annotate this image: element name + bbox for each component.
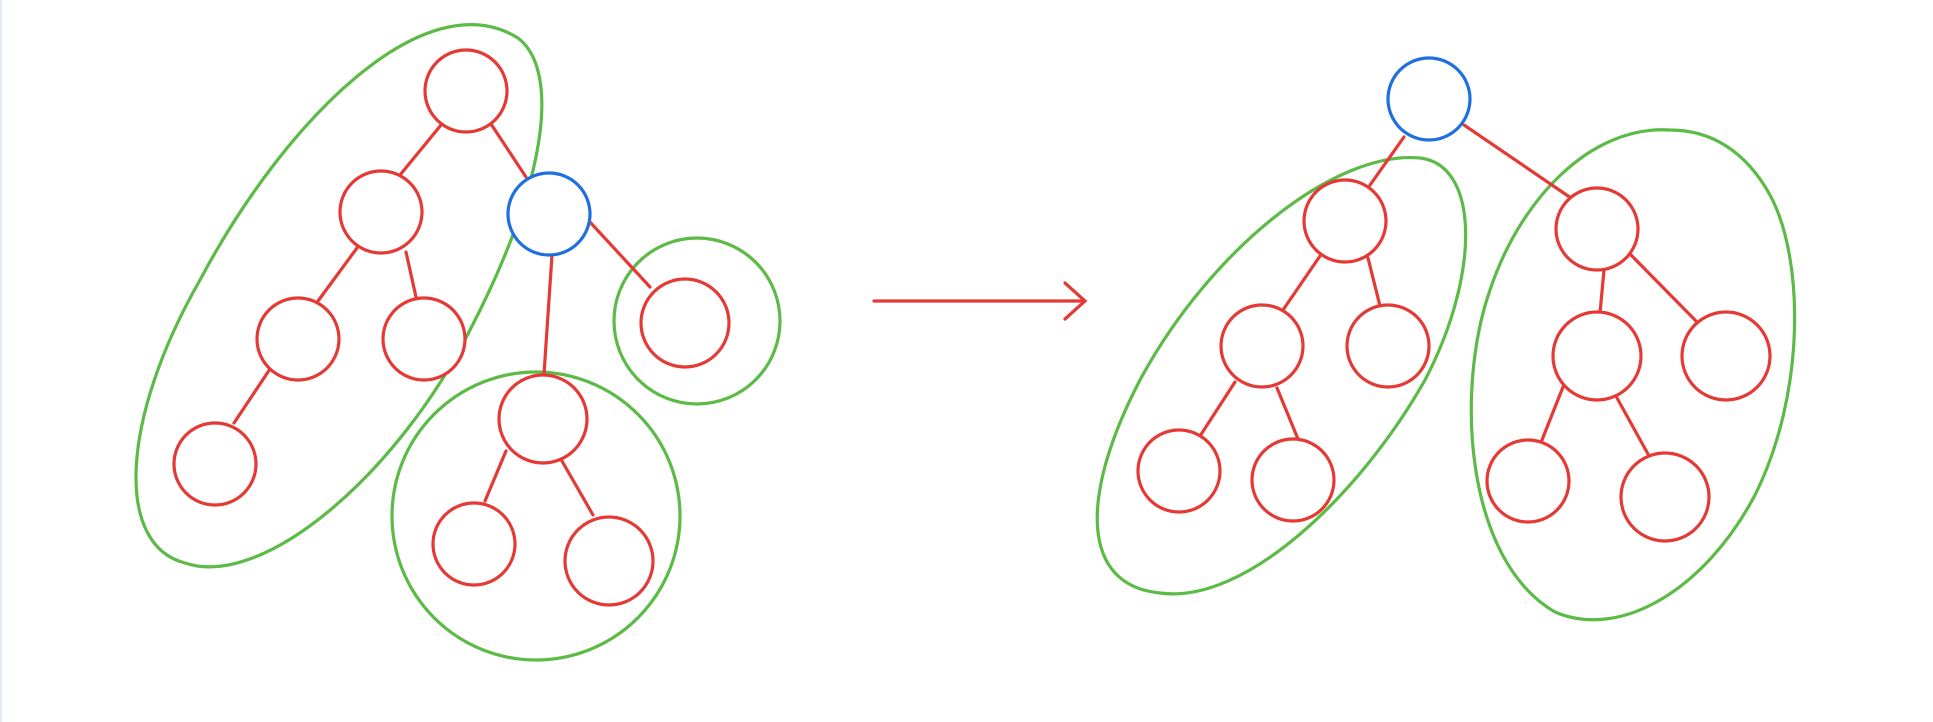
tree-node-e [172, 421, 258, 507]
tree-node-k-after [1619, 451, 1711, 543]
edge-a-c-after [1366, 256, 1382, 308]
tree-node-c [255, 296, 341, 382]
tree-node-j [563, 515, 655, 607]
tree-node-i [431, 501, 517, 587]
group-outline-bottom-subtree [390, 370, 682, 662]
edge-a-b-after [1281, 254, 1322, 312]
left-frame-border [0, 0, 2, 722]
tree-node-a-after [1302, 178, 1388, 264]
group-outline-single-leaf [612, 236, 782, 406]
tree-node-d-after [1136, 428, 1222, 514]
root-node-f [506, 171, 592, 257]
edge-b-c [316, 246, 359, 303]
edge-b-d [404, 250, 418, 299]
before-diagram [134, 23, 782, 662]
tree-node-a [423, 48, 509, 134]
tree-node-b [338, 169, 424, 255]
root-node-r [1386, 56, 1472, 142]
transformation-arrow [872, 281, 1088, 321]
tree-node-g-after [1680, 310, 1772, 402]
edge-a-b [398, 123, 443, 177]
edge-h-g-after [1629, 253, 1699, 324]
edge-h-i-after [1598, 268, 1606, 315]
tree-node-i-after [1551, 310, 1643, 402]
tree-node-h [497, 373, 589, 465]
arrow-head [1063, 281, 1088, 321]
edge-b-e-after [1275, 386, 1300, 441]
after-diagram [1095, 56, 1797, 622]
edge-a-f [489, 122, 528, 179]
group-outline-right-subtree-after [1469, 128, 1797, 622]
tree-node-j-after [1485, 438, 1571, 524]
edge-r-a [1368, 135, 1406, 187]
tree-node-g [639, 277, 731, 369]
edge-f-h [542, 253, 554, 376]
tree-node-d [381, 296, 467, 382]
tree-node-c-after [1345, 303, 1431, 389]
edge-b-d-after [1198, 380, 1237, 438]
edge-h-j [560, 459, 595, 517]
edge-c-e [232, 367, 272, 425]
edge-i-j-after [1540, 385, 1565, 442]
edge-h-i [483, 449, 508, 503]
tree-node-b-after [1219, 303, 1305, 389]
tree-node-e-after [1250, 437, 1336, 523]
edge-f-g [587, 219, 652, 289]
group-outline-left-subtree-after [1095, 156, 1468, 596]
edge-r-h [1462, 123, 1573, 200]
edge-i-k-after [1615, 396, 1650, 456]
tree-node-h-after [1554, 186, 1640, 272]
